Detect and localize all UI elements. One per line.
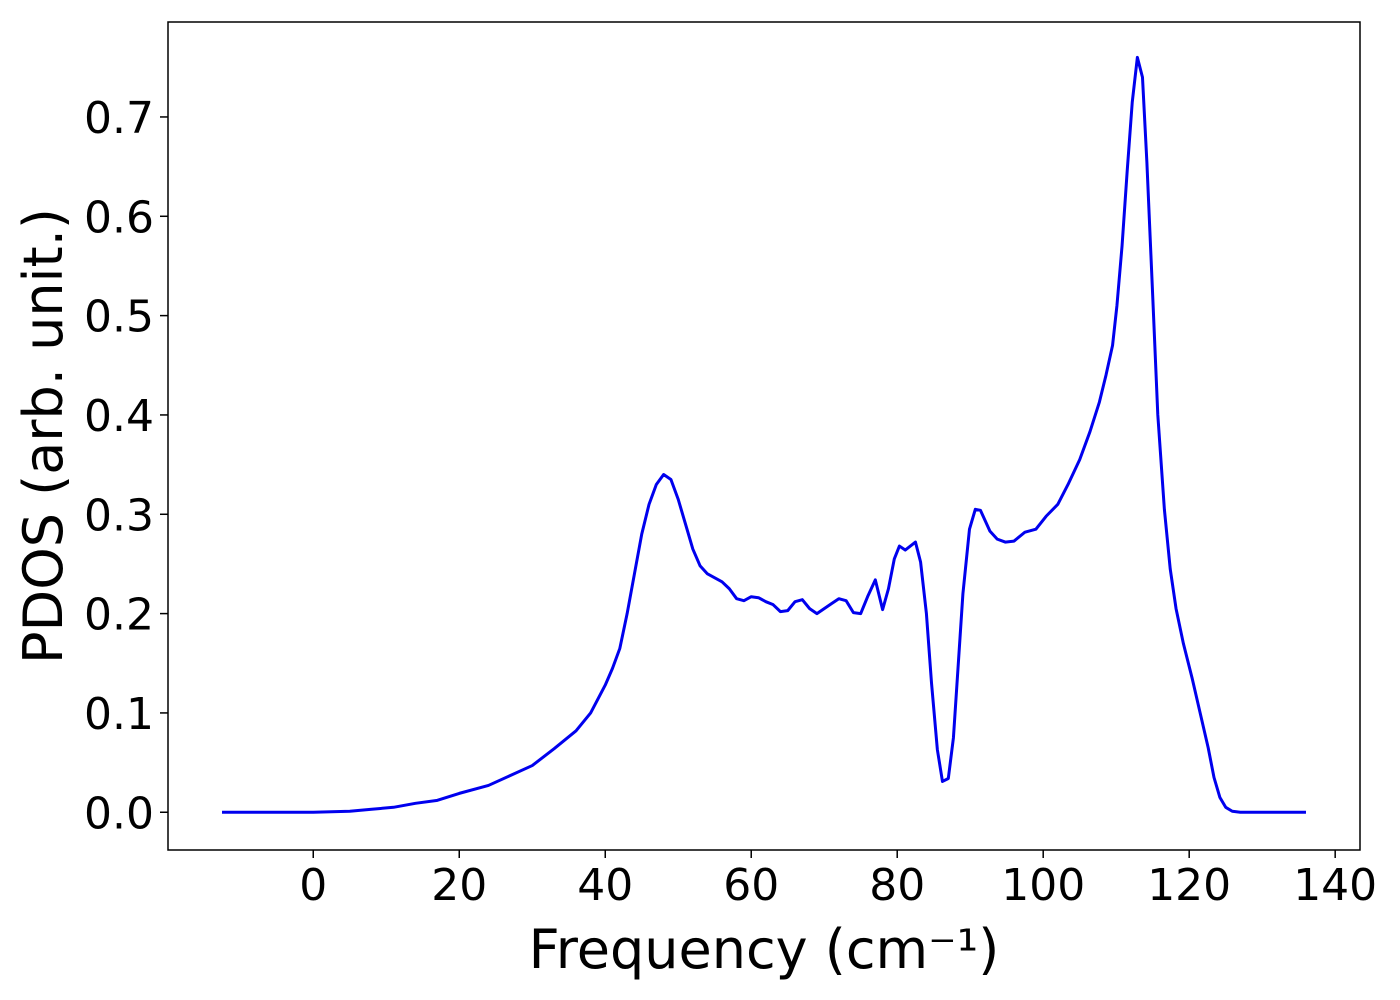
y-tick-label: 0.2 <box>84 590 154 641</box>
y-tick-label: 0.5 <box>84 292 154 343</box>
y-tick-label: 0.6 <box>84 192 154 243</box>
x-tick-label: 40 <box>577 860 633 911</box>
y-tick-label: 0.7 <box>84 93 154 144</box>
y-tick-label: 0.1 <box>84 689 154 740</box>
x-axis-label: Frequency (cm⁻¹) <box>529 918 1000 981</box>
x-tick-label: 140 <box>1293 860 1377 911</box>
x-tick-label: 100 <box>1001 860 1085 911</box>
plot-frame <box>167 21 1361 851</box>
x-tick-label: 120 <box>1147 860 1231 911</box>
line <box>222 55 1306 814</box>
y-tick-label: 0.3 <box>84 490 154 541</box>
x-tick-label: 20 <box>431 860 487 911</box>
x-tick-label: 60 <box>723 860 779 911</box>
y-tick-label: 0.0 <box>84 788 154 839</box>
x-tick-label: 0 <box>299 860 327 911</box>
y-axis-label: PDOS (arb. unit.) <box>12 208 75 664</box>
y-tick-label: 0.4 <box>84 391 154 442</box>
x-tick-label: 80 <box>869 860 925 911</box>
